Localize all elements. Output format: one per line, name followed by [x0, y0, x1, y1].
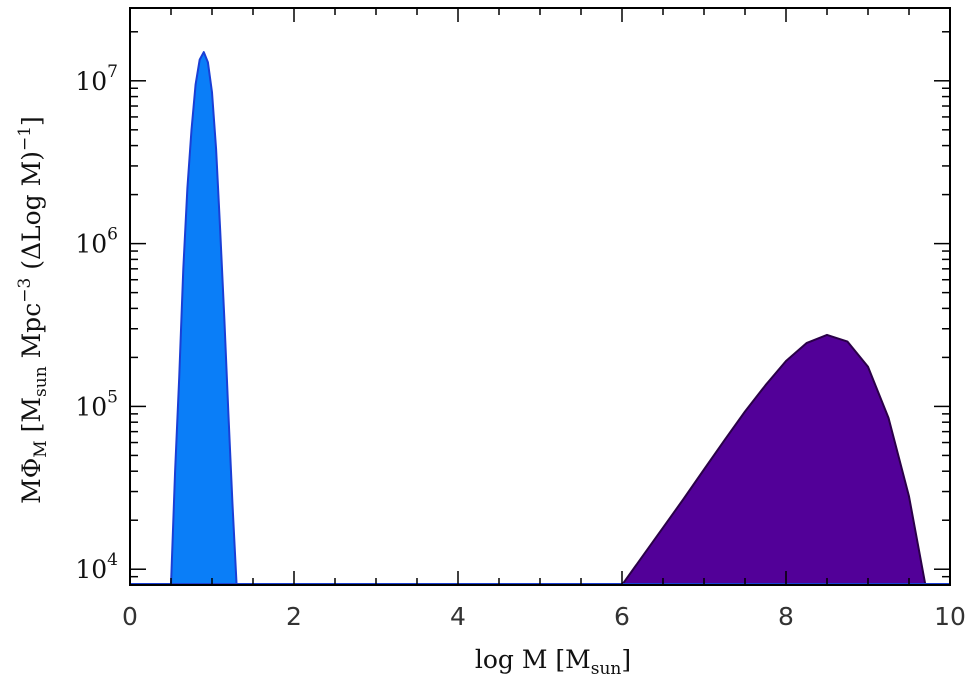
y-tick-base: 10 — [75, 67, 107, 96]
x-tick-label: 2 — [286, 602, 302, 631]
y-tick-label: 107 — [75, 62, 118, 96]
series-1-area — [621, 333, 927, 586]
x-tick-label: 10 — [934, 602, 966, 631]
y-tick-base: 10 — [75, 555, 107, 584]
y-axis-label-part1-sub: M — [31, 440, 51, 457]
x-tick-label: 0 — [122, 602, 138, 631]
y-tick-base: 10 — [75, 392, 107, 421]
y-tick-exponent: 7 — [107, 62, 118, 82]
y-axis-label: MΦM [Msun Mpc−3 (ΔLog M)−1] — [15, 116, 51, 504]
x-axis-label: log M [Msun] — [475, 645, 631, 679]
y-axis-label-part5: ] — [17, 116, 46, 126]
x-axis-label-suffix: ] — [621, 645, 631, 674]
y-axis-label-part2-sub: sun — [31, 366, 51, 397]
y-tick-label: 106 — [75, 225, 118, 259]
y-tick-exponent: 6 — [107, 225, 118, 245]
x-axis-label-sub: sun — [591, 659, 622, 679]
x-axis-label-prefix: log M [M — [475, 645, 591, 674]
series-layer — [170, 51, 927, 586]
y-axis-label-part1: MΦ — [17, 458, 46, 504]
x-tick-label: 4 — [450, 602, 466, 631]
y-axis-label-part3: Mpc — [17, 303, 46, 367]
x-ticks: 0 2 4 6 8 10 — [122, 8, 966, 631]
series-0-area — [170, 51, 238, 586]
x-tick-label: 6 — [614, 602, 630, 631]
y-tick-label: 104 — [75, 550, 118, 584]
y-axis-label-part3-sup: −3 — [15, 278, 35, 303]
x-tick-label: 8 — [778, 602, 794, 631]
y-axis-label-part2: [M — [17, 397, 46, 440]
y-axis-label-part4: (ΔLog M) — [17, 151, 46, 278]
y-tick-base: 10 — [75, 230, 107, 259]
y-tick-label: 105 — [75, 387, 118, 421]
y-tick-exponent: 5 — [107, 387, 118, 407]
y-axis-label-part4-sup: −1 — [15, 126, 35, 151]
y-tick-exponent: 4 — [107, 550, 118, 570]
